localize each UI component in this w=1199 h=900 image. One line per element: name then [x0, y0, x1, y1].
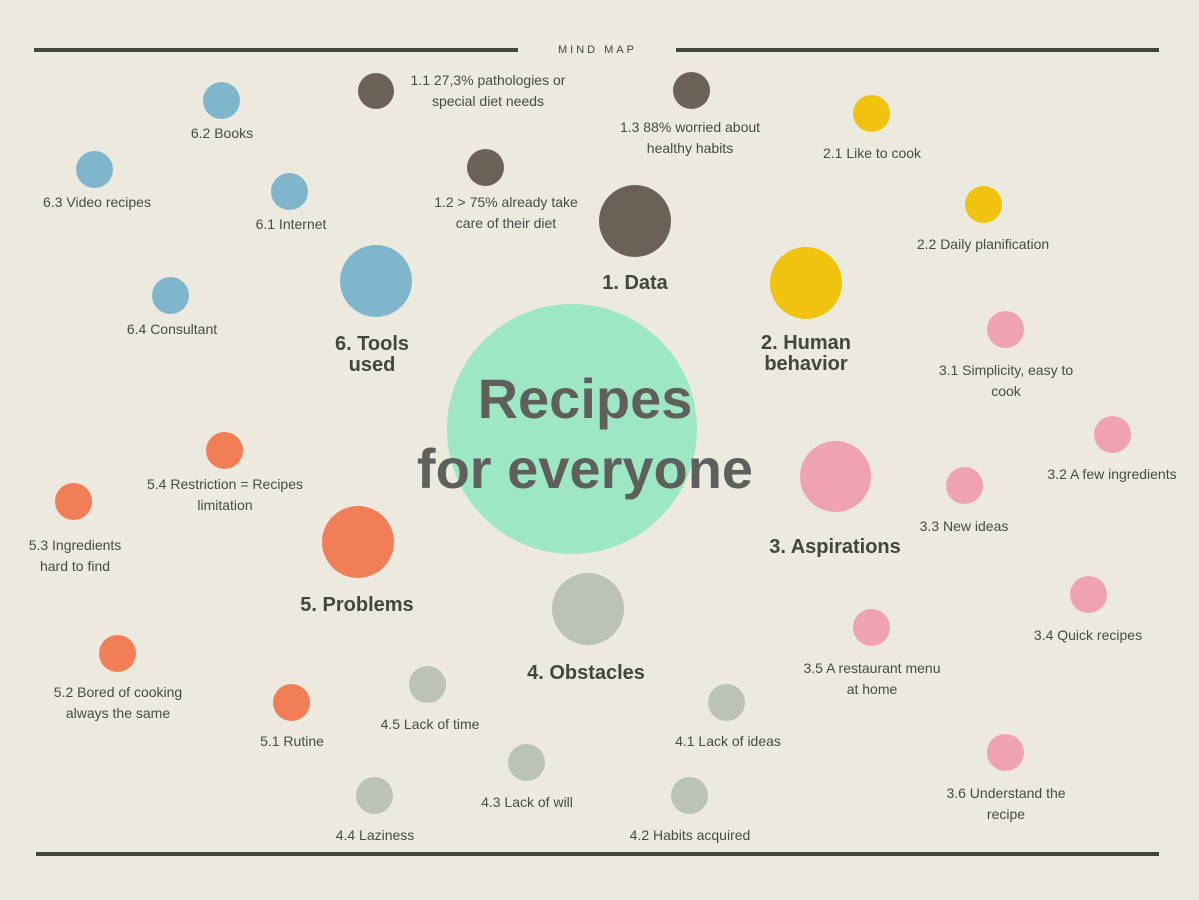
obstacles-item-4-1-label: 4.1 Lack of ideas: [675, 733, 781, 749]
header-rule-left: [34, 48, 518, 52]
data-node-1-2: [467, 149, 504, 186]
problems-item-5-2-label: 5.2 Bored of cooking always the same: [53, 684, 183, 721]
aspirations-node-3-3: [946, 467, 983, 504]
tools-node-6-1: [271, 173, 308, 210]
tools-item-6-3-label: 6.3 Video recipes: [43, 194, 151, 210]
tools-category-node: [340, 245, 412, 317]
aspirations-node-3-4: [1070, 576, 1107, 613]
tools-item-6-1-label: 6.1 Internet: [255, 216, 327, 232]
problems-category-label: 5. Problems: [300, 594, 414, 616]
aspirations-category-node: [800, 441, 871, 512]
obstacles-node-4-3: [508, 744, 545, 781]
aspirations-node-3-2: [1094, 416, 1131, 453]
data-node-1-1: [358, 73, 394, 109]
obstacles-node-4-2: [671, 777, 708, 814]
aspirations-item-3-5-label: 3.5 A restaurant menu at home: [803, 660, 941, 697]
problems-node-5-3: [55, 483, 92, 520]
human-behavior-category-label: 2. Human behavior: [760, 332, 852, 375]
tools-node-6-2: [203, 82, 240, 119]
problems-category-node: [322, 506, 394, 578]
aspirations-node-3-1: [987, 311, 1024, 348]
human-behavior-node-2-1: [853, 95, 890, 132]
problems-node-5-2: [99, 635, 136, 672]
center-title-line2: for everyone: [416, 437, 754, 500]
aspirations-item-3-3-label: 3.3 New ideas: [919, 518, 1009, 534]
human-behavior-category-node: [770, 247, 842, 319]
tools-item-6-4-label: 6.4 Consultant: [126, 321, 218, 337]
aspirations-node-3-5: [853, 609, 890, 646]
center-node-circle: [447, 304, 697, 554]
problems-item-5-4-label: 5.4 Restriction = Recipes limitation: [146, 476, 304, 513]
aspirations-item-3-1-label: 3.1 Simplicity, easy to cook: [938, 362, 1074, 399]
aspirations-item-3-2-label: 3.2 A few ingredients: [1047, 466, 1177, 482]
data-item-1-1-label: 1.1 27,3% pathologies or special diet ne…: [410, 72, 566, 109]
obstacles-item-4-2-label: 4.2 Habits acquired: [629, 827, 751, 843]
center-title-line1: Recipes: [477, 367, 693, 430]
footer-rule: [36, 852, 1159, 856]
tools-category-label: 6. Tools used: [334, 333, 410, 376]
header-title: MIND MAP: [558, 44, 637, 56]
obstacles-category-label: 4. Obstacles: [527, 662, 645, 684]
header-rule-right: [676, 48, 1159, 52]
data-item-1-2-label: 1.2 > 75% already take care of their die…: [434, 194, 578, 231]
center-title: Recipes for everyone: [400, 364, 770, 504]
data-node-1-3: [673, 72, 710, 109]
problems-item-5-1-label: 5.1 Rutine: [260, 733, 324, 749]
aspirations-category-label: 3. Aspirations: [769, 536, 901, 558]
obstacles-item-4-5-label: 4.5 Lack of time: [380, 716, 480, 732]
data-item-1-3-label: 1.3 88% worried about healthy habits: [619, 119, 761, 156]
tools-node-6-3: [76, 151, 113, 188]
obstacles-category-node: [552, 573, 624, 645]
obstacles-node-4-5: [409, 666, 446, 703]
data-category-label: 1. Data: [602, 272, 668, 294]
human-behavior-item-2-1-label: 2.1 Like to cook: [822, 145, 922, 161]
problems-node-5-4: [206, 432, 243, 469]
obstacles-node-4-1: [708, 684, 745, 721]
human-behavior-node-2-2: [965, 186, 1002, 223]
aspirations-node-3-6: [987, 734, 1024, 771]
obstacles-node-4-4: [356, 777, 393, 814]
tools-item-6-2-label: 6.2 Books: [190, 125, 254, 141]
tools-node-6-4: [152, 277, 189, 314]
data-category-node: [599, 185, 671, 257]
problems-node-5-1: [273, 684, 310, 721]
human-behavior-item-2-2-label: 2.2 Daily planification: [916, 236, 1050, 252]
aspirations-item-3-6-label: 3.6 Understand the recipe: [946, 785, 1066, 822]
problems-item-5-3-label: 5.3 Ingredients hard to find: [28, 537, 122, 574]
obstacles-item-4-4-label: 4.4 Laziness: [335, 827, 415, 843]
obstacles-item-4-3-label: 4.3 Lack of will: [481, 794, 573, 810]
aspirations-item-3-4-label: 3.4 Quick recipes: [1033, 627, 1143, 643]
